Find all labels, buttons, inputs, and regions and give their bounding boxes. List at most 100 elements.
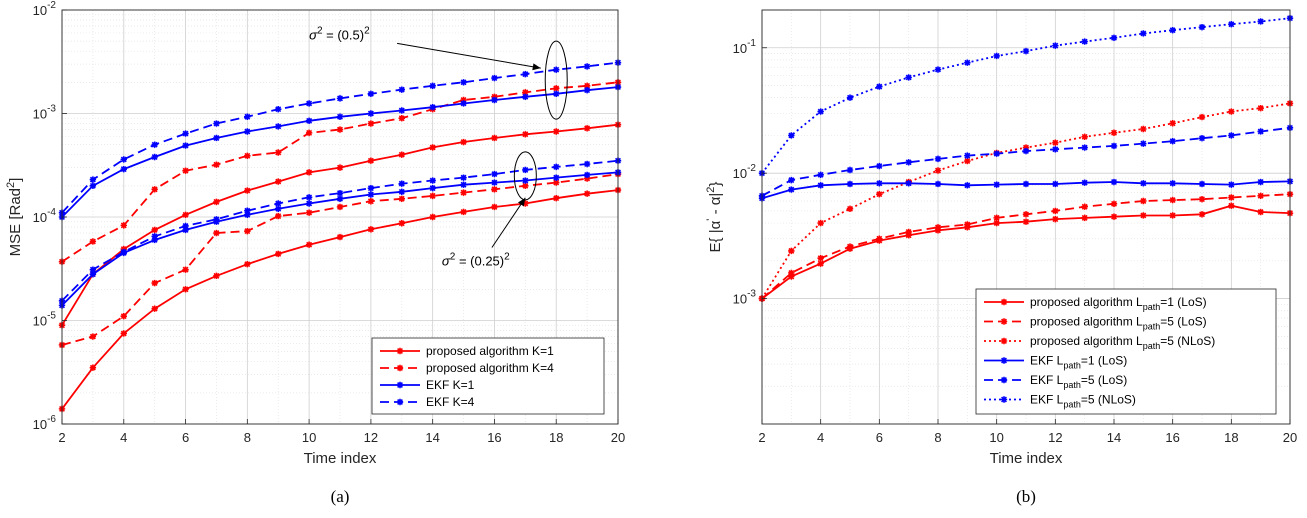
y-tick-label: 10-1 [733, 38, 757, 56]
legend-label: proposed algorithm Lpath=1 (LoS) [1030, 295, 1207, 312]
data-point [964, 59, 971, 66]
data-point [151, 186, 158, 193]
data-point [876, 190, 883, 198]
data-point [367, 120, 375, 127]
data-point [817, 108, 824, 115]
legend-label: proposed algorithm K=4 [426, 361, 554, 375]
data-point [1140, 180, 1147, 187]
y-label-part: ] [7, 178, 24, 182]
data-point [1081, 179, 1088, 186]
y-tick-label: 10-2 [733, 163, 757, 181]
data-point [1140, 197, 1147, 205]
series-group [758, 15, 1294, 302]
data-point [1110, 142, 1118, 150]
data-point [1257, 128, 1264, 135]
ann-sup: 2 [450, 251, 456, 262]
data-point [1257, 18, 1264, 25]
data-point [336, 203, 344, 211]
legend-subscript: path [1143, 322, 1161, 332]
data-point [182, 167, 189, 174]
panel-caption: (b) [1016, 487, 1036, 506]
data-point [213, 229, 220, 237]
data-point [905, 228, 912, 236]
data-point [275, 205, 282, 213]
data-point [89, 238, 97, 245]
data-point [1081, 203, 1088, 210]
x-tick-label: 4 [817, 430, 824, 445]
legend-text: =1 (LoS) [1081, 354, 1127, 368]
data-point [553, 174, 560, 181]
data-point [817, 219, 824, 227]
data-point [244, 207, 251, 214]
y-label-part: E{ |α [707, 220, 724, 252]
annotation-arrow [491, 197, 526, 248]
legend-label: EKF Lpath=1 (LoS) [1030, 354, 1127, 371]
data-point [1081, 38, 1088, 45]
legend-label: EKF Lpath=5 (LoS) [1030, 373, 1127, 390]
tick-exponent: -4 [47, 207, 56, 218]
legend-label: EKF Lpath=5 (NLoS) [1030, 393, 1136, 410]
data-point [275, 149, 282, 156]
data-point [1257, 192, 1264, 200]
data-point [275, 178, 282, 185]
data-point [1022, 144, 1030, 151]
data-point [1228, 132, 1235, 139]
chart-panel-a: 2 4 6 8 10 12 14 16 18 2010-610-510-410-310-2Time… [5, 0, 625, 467]
data-point [491, 179, 498, 186]
data-point [522, 93, 529, 100]
data-point [213, 272, 220, 280]
data-point [367, 184, 375, 192]
legend-label: EKF K=1 [426, 378, 475, 392]
data-point [583, 125, 591, 132]
data-point [398, 115, 405, 122]
data-point [120, 222, 127, 229]
data-point [1110, 213, 1118, 220]
data-point [491, 203, 498, 211]
ann-sup2: 2 [364, 25, 370, 36]
data-point [182, 226, 189, 234]
tick-base: 10 [33, 314, 47, 329]
tick-exponent: -3 [47, 104, 56, 115]
data-point [934, 66, 942, 73]
data-point [876, 180, 883, 187]
data-point [213, 161, 220, 168]
legend-text: =5 (LoS) [1081, 373, 1127, 387]
data-point [336, 126, 344, 133]
panel-caption: (a) [331, 487, 350, 506]
data-point [491, 170, 498, 178]
annotation: σ2 = (0.5)2 [309, 25, 568, 120]
x-tick-label: 18 [1224, 430, 1238, 445]
y-label-part: - α| [707, 193, 724, 219]
data-point [182, 222, 189, 230]
data-point [1198, 135, 1206, 142]
series-group [58, 59, 622, 413]
data-point [275, 123, 282, 130]
data-point [275, 106, 282, 113]
x-tick-label: 2 [758, 430, 765, 445]
data-point [491, 134, 498, 142]
data-point [182, 266, 189, 273]
ann-sigma: σ [442, 253, 451, 268]
data-point [583, 160, 591, 168]
data-point [788, 247, 795, 255]
data-point [1228, 181, 1235, 188]
data-point [964, 221, 971, 228]
data-point [1052, 139, 1059, 146]
data-point [244, 128, 251, 135]
data-point [583, 171, 591, 179]
data-point [429, 192, 436, 200]
legend-marker [396, 398, 404, 406]
ann-rest: = (0.5) [323, 27, 365, 42]
data-point [993, 150, 1000, 157]
data-point [522, 177, 529, 184]
data-point [964, 182, 971, 189]
legend-text: proposed algorithm L [1030, 295, 1143, 309]
tick-exponent: -2 [47, 0, 56, 11]
data-point [1140, 212, 1147, 219]
data-point [336, 95, 344, 102]
data-point [89, 271, 97, 278]
legend-text: EKF L [1030, 354, 1064, 368]
data-point [1110, 178, 1118, 186]
data-point [1228, 194, 1235, 201]
